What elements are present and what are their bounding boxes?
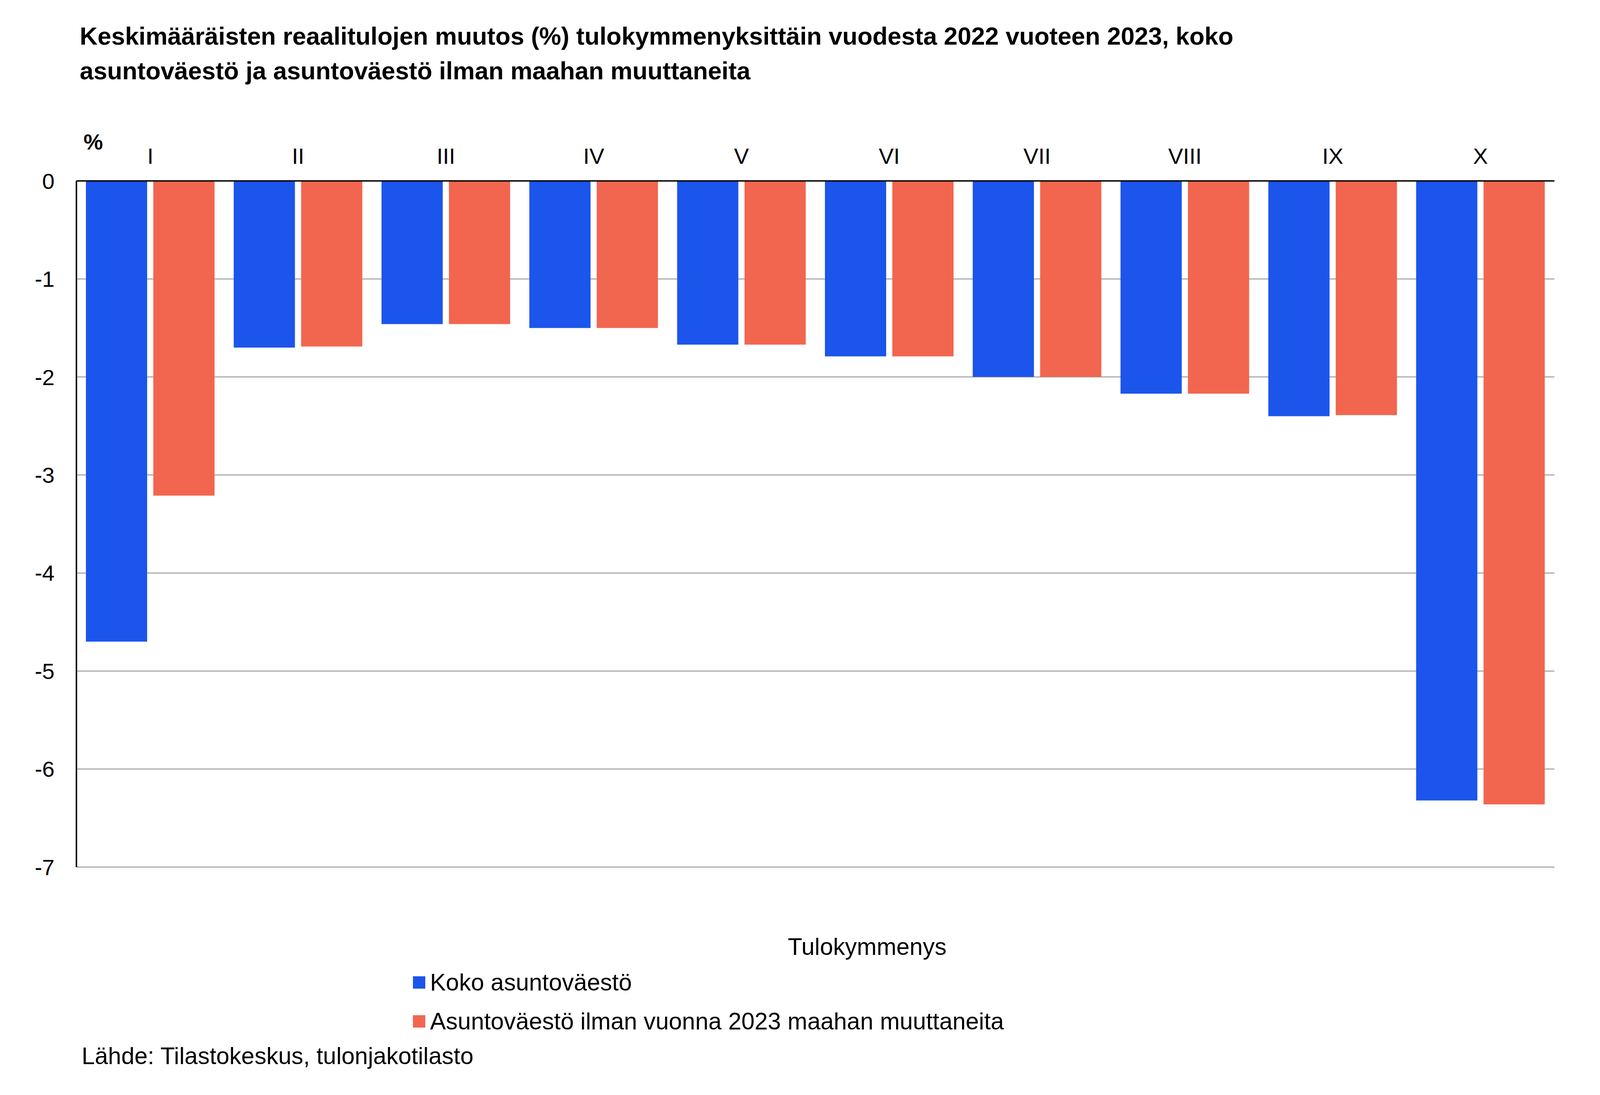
svg-text:VII: VII [1023, 143, 1051, 169]
html-text:Keskimääräisten reaalitulojen: Keskimääräisten reaalitulojen muutos (%)… [79, 22, 1234, 85]
html-text:Tulokymmenys: Tulokymmenys [787, 933, 947, 960]
svg-text:III: III [436, 143, 456, 169]
svg-text:-3: -3 [34, 462, 55, 488]
svg-text:V: V [734, 143, 750, 169]
svg-text:-2: -2 [34, 364, 55, 390]
svg-text:X: X [1473, 143, 1488, 169]
html-text:Asuntoväestö ilman vuonna 2023: Asuntoväestö ilman vuonna 2023 maahan mu… [430, 1007, 1004, 1035]
svg-text:IV: IV [583, 143, 605, 169]
svg-text:-1: -1 [34, 266, 55, 292]
html-text:Koko asuntoväestö: Koko asuntoväestö [430, 968, 632, 996]
svg-text:VI: VI [878, 143, 900, 169]
svg-text:II: II [291, 143, 305, 169]
svg-text:IX: IX [1322, 143, 1344, 169]
svg-text:-4: -4 [34, 560, 55, 586]
svg-text:-7: -7 [34, 854, 55, 880]
html-text:Lähde: Tilastokeskus, tulonjak: Lähde: Tilastokeskus, tulonjakotilasto [81, 1042, 474, 1069]
svg-text:-6: -6 [34, 756, 55, 782]
svg-text:-5: -5 [34, 658, 55, 684]
svg-text:0: 0 [42, 168, 55, 194]
svg-text:I: I [147, 143, 154, 169]
svg-text:VIII: VIII [1168, 143, 1202, 169]
